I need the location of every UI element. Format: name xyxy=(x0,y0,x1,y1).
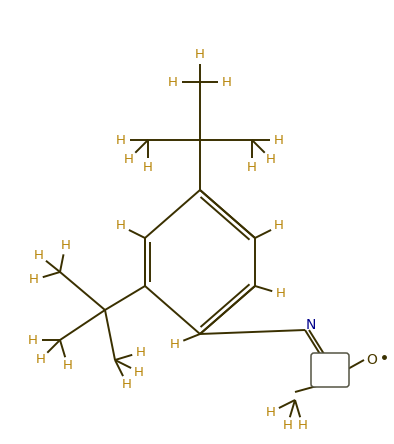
Text: H: H xyxy=(29,273,39,286)
Text: H: H xyxy=(170,337,180,350)
Text: H: H xyxy=(298,420,308,432)
Text: H: H xyxy=(274,219,284,232)
Text: H: H xyxy=(276,287,286,300)
Text: H: H xyxy=(282,420,292,432)
Text: H: H xyxy=(247,160,257,174)
Text: H: H xyxy=(116,219,126,232)
FancyBboxPatch shape xyxy=(311,353,349,387)
Text: H: H xyxy=(36,353,46,365)
Text: H: H xyxy=(34,249,44,262)
Text: H: H xyxy=(168,75,178,88)
Text: H: H xyxy=(116,134,126,147)
Text: H: H xyxy=(266,153,276,166)
Text: H: H xyxy=(274,134,284,147)
Text: H: H xyxy=(124,153,134,166)
Text: H: H xyxy=(222,75,232,88)
Text: H: H xyxy=(136,346,146,359)
Text: O: O xyxy=(366,353,377,367)
Text: H: H xyxy=(134,365,144,379)
Text: H: H xyxy=(60,239,70,252)
Text: H: H xyxy=(122,378,132,391)
Text: H: H xyxy=(28,333,38,346)
Text: H: H xyxy=(143,160,153,174)
Text: S: S xyxy=(325,363,335,377)
Text: H: H xyxy=(195,48,205,62)
Text: H: H xyxy=(63,359,73,373)
Text: H: H xyxy=(266,405,276,419)
Text: N: N xyxy=(306,318,316,332)
